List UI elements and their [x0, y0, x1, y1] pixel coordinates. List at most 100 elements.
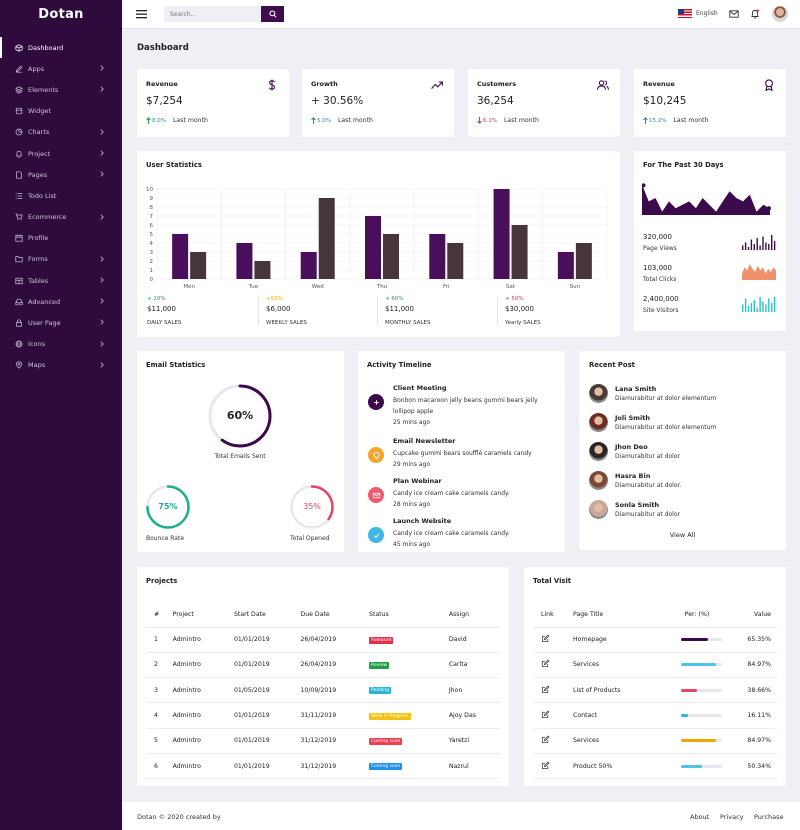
bell-icon[interactable] — [750, 9, 760, 19]
projects-table: # Project Start Date Due Date Status Assign 1… — [146, 602, 500, 780]
card-title: For The Past 30 Days — [643, 161, 724, 169]
cart-icon — [14, 213, 23, 222]
sidebar-item-user-page[interactable]: User Page — [0, 312, 122, 333]
post-desc: Diamurabitur at dolor elementum — [615, 424, 717, 431]
progress-fill — [681, 714, 688, 718]
stat-value: 103,000 — [643, 264, 672, 272]
sidebar-item-advanced[interactable]: Advanced — [0, 291, 122, 312]
bar — [575, 243, 592, 279]
sparkline-bar — [742, 245, 744, 250]
brand-logo[interactable]: Dotan — [0, 0, 122, 29]
sidebar-item-elements[interactable]: Elements — [0, 79, 122, 100]
mail-icon[interactable] — [729, 9, 739, 19]
table-cell-link[interactable] — [533, 728, 573, 754]
sales-value: $6,000 — [266, 305, 291, 313]
sales-summary: +50% $6,000 WEEKLY SALES — [258, 296, 307, 326]
table-cell-due: 26/04/2019 — [300, 627, 370, 653]
timeline-desc: Bonbon macaroon jelly beans gummi bears … — [393, 395, 551, 428]
table-cell-project: Admintro — [172, 652, 234, 679]
avatar — [589, 413, 608, 432]
pencil-square-icon — [541, 710, 550, 719]
table-cell-assign: Carlta — [448, 652, 500, 679]
table-cell-link[interactable] — [533, 753, 573, 780]
x-tick-label: Mon — [183, 284, 195, 290]
bar — [447, 243, 464, 279]
stat-title: Revenue — [643, 80, 675, 88]
table-cell-link[interactable] — [533, 702, 573, 729]
table-row: 4 Admintro 01/01/2019 31/11/2019 Work in Pro… — [146, 702, 500, 729]
language-selector[interactable]: English — [678, 9, 718, 18]
inbox-icon — [14, 298, 23, 306]
table-cell-start: 01/01/2019 — [233, 702, 301, 729]
sidebar-item-dashboard[interactable]: Dashboard — [0, 37, 122, 59]
sidebar-item-project[interactable]: Project — [0, 143, 122, 164]
sparkline — [742, 264, 776, 280]
menu-icon[interactable] — [136, 9, 147, 19]
table-cell-value: 84.97% — [735, 652, 777, 679]
sales-value: $30,000 — [505, 305, 534, 313]
user-avatar[interactable] — [772, 6, 788, 22]
user-statistics-card: User Statistics 0 1 2 3 4 5 6 7 8 9 10 Mon Tue Wed Thu… — [137, 151, 620, 337]
recent-post-item[interactable]: Joli Smith Diamurabitur at dolor elementu… — [589, 413, 779, 435]
search-button[interactable] — [261, 6, 284, 22]
stat-title: Customers — [477, 80, 517, 88]
table-cell-n: 5 — [146, 728, 173, 754]
pencil-square-icon — [541, 685, 550, 693]
users-icon — [597, 80, 609, 90]
status-badge: Released — [369, 636, 394, 644]
table-cell-n: 4 — [146, 702, 173, 729]
sidebar-item-forms[interactable]: Forms — [0, 249, 122, 270]
sidebar-item-apps[interactable]: Apps — [0, 58, 122, 79]
table-row: Product 50% 50.34% — [533, 753, 777, 780]
recent-post-item[interactable]: Jhon Deo Diamurabitur at dolor — [589, 442, 779, 464]
sidebar-item-label: Elements — [28, 85, 59, 94]
search-input[interactable] — [164, 6, 261, 22]
sidebar-item-pages[interactable]: Pages — [0, 164, 122, 185]
table-cell-link[interactable] — [533, 677, 573, 704]
table-cell-link[interactable] — [533, 627, 573, 653]
calendar-icon — [14, 234, 23, 243]
table-cell-project: Admintro — [172, 728, 234, 754]
sparkline-bar — [765, 242, 767, 250]
stat-value: 2,400,000 — [643, 295, 679, 303]
progress-bar — [681, 688, 722, 692]
map-pin-icon — [14, 361, 23, 370]
footer-link-purchase[interactable]: Purchase — [754, 813, 784, 821]
stat-change: 15.2% Last month — [643, 117, 708, 124]
sales-label: WEEKLY SALES — [266, 320, 307, 326]
progress-fill — [681, 739, 716, 743]
table-cell-value: 65.35% — [735, 627, 777, 653]
inbox-icon — [14, 297, 23, 306]
sidebar-item-ecommerce[interactable]: Ecommerce — [0, 207, 122, 228]
table-cell-link[interactable] — [533, 652, 573, 679]
sidebar-item-icons[interactable]: Icons — [0, 334, 122, 355]
sidebar-item-profile[interactable]: Profile — [0, 228, 122, 249]
recent-post-item[interactable]: Lana Smith Diamurabitur at dolor elementu… — [589, 384, 779, 406]
recent-post-item[interactable]: Hasra Bin Diamurabitur at dolor. — [589, 471, 779, 493]
sidebar-item-tables[interactable]: Tables — [0, 270, 122, 291]
table-row: 6 Admintro 01/01/2019 31/12/2019 Coming soon… — [146, 753, 500, 780]
chevron-right-icon — [100, 213, 104, 220]
sidebar-item-todo-list[interactable]: Todo List — [0, 185, 122, 206]
bar — [190, 252, 207, 279]
y-tick-label: 4 — [150, 241, 154, 247]
widget-icon — [14, 107, 23, 116]
sidebar-item-maps[interactable]: Maps — [0, 355, 122, 376]
footer-link-about[interactable]: About — [690, 813, 710, 821]
table-row: Services 84.97% — [533, 652, 777, 679]
x-tick-label: Fri — [443, 284, 450, 290]
footer-link-privacy[interactable]: Privacy — [720, 813, 744, 821]
ring-progress — [290, 485, 334, 529]
stat-value: 36,254 — [477, 95, 514, 107]
sales-change: + 60% — [385, 296, 404, 302]
recent-post-item[interactable]: Sonla Smith Diamurabitur at dolor — [589, 500, 779, 522]
table-cell-status: Coming soon — [369, 753, 449, 780]
table-cell-status: Released — [369, 627, 449, 653]
status-badge: Coming soon — [369, 763, 403, 771]
globe-icon — [15, 340, 22, 348]
table-cell-percent — [659, 728, 735, 754]
projects-card: Projects # Project Start Date Due Date Statu… — [137, 567, 509, 786]
sidebar-item-charts[interactable]: Charts — [0, 122, 122, 143]
sidebar-item-widget[interactable]: Widget — [0, 101, 122, 122]
view-all-link[interactable]: View All — [669, 531, 696, 539]
